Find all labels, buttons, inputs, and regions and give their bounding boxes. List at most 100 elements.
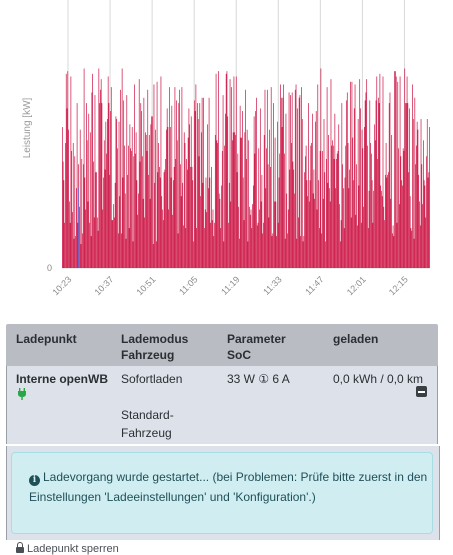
bar xyxy=(73,238,75,268)
bar xyxy=(394,71,395,268)
bar xyxy=(197,119,199,268)
bar xyxy=(380,185,382,268)
bar xyxy=(201,97,203,268)
bar xyxy=(213,236,215,268)
bar xyxy=(148,174,149,268)
bar xyxy=(347,142,349,268)
bar xyxy=(194,111,196,268)
bar xyxy=(157,172,159,268)
bar xyxy=(117,233,119,268)
bar xyxy=(419,201,420,268)
bar xyxy=(207,188,209,268)
bar xyxy=(75,236,76,268)
lock-icon xyxy=(16,542,24,553)
bar xyxy=(249,214,251,268)
bar xyxy=(72,142,74,268)
bar xyxy=(353,180,354,268)
bar xyxy=(208,97,210,268)
bar xyxy=(122,177,124,268)
bar xyxy=(271,236,273,268)
bar xyxy=(190,166,191,268)
bar xyxy=(245,89,246,268)
bar xyxy=(384,220,385,268)
bar xyxy=(301,87,302,269)
bar xyxy=(283,84,284,269)
bar xyxy=(124,193,126,268)
bar xyxy=(282,97,284,268)
bar xyxy=(128,228,130,268)
bar xyxy=(235,135,236,268)
bar xyxy=(62,127,63,269)
bar xyxy=(149,198,151,268)
bar xyxy=(353,108,355,269)
x-tick-label: 11:05 xyxy=(177,274,200,297)
bar xyxy=(88,113,90,268)
bar xyxy=(346,92,348,268)
bar xyxy=(406,76,408,268)
bar xyxy=(221,185,222,268)
bar xyxy=(96,217,98,268)
charging-started-alert: i Ladevorgang wurde gestartet... (bei Pro… xyxy=(11,452,433,534)
bar xyxy=(90,236,92,268)
bar xyxy=(204,209,206,268)
bar xyxy=(84,177,86,268)
bar xyxy=(179,89,180,268)
collapse-icon[interactable] xyxy=(416,386,427,397)
bar xyxy=(175,158,177,268)
bar xyxy=(256,225,258,268)
vehicle-line-1[interactable]: Standard- xyxy=(121,408,174,422)
bar xyxy=(342,164,343,268)
bar xyxy=(351,81,353,268)
header-parameter: Parameter xyxy=(227,332,286,346)
bar xyxy=(360,222,362,268)
bar xyxy=(72,212,73,268)
bar xyxy=(279,153,281,268)
bar xyxy=(292,161,294,268)
bar xyxy=(190,116,192,268)
bar xyxy=(376,76,378,268)
bar xyxy=(425,217,427,268)
charge-mode-value[interactable]: Sofortladen xyxy=(121,372,183,386)
charged-value: 0,0 kWh / 0,0 km xyxy=(333,372,424,386)
bar xyxy=(305,156,306,268)
bar xyxy=(322,150,323,268)
bar xyxy=(308,201,310,268)
bar xyxy=(363,206,364,268)
bar xyxy=(67,71,69,268)
bar xyxy=(200,196,201,268)
bar xyxy=(68,201,70,268)
bar xyxy=(169,87,170,269)
bar xyxy=(123,100,125,268)
bar xyxy=(130,148,132,268)
bar xyxy=(226,71,228,268)
bar xyxy=(82,164,84,268)
bar xyxy=(82,233,83,268)
bar xyxy=(155,129,156,268)
bar xyxy=(357,225,358,268)
bar xyxy=(132,241,134,268)
bar xyxy=(109,174,111,268)
lock-charge-point-toggle[interactable]: Ladepunkt sperren xyxy=(16,542,119,555)
bar xyxy=(98,68,100,268)
bar xyxy=(258,148,260,268)
bar xyxy=(193,100,195,268)
bar xyxy=(87,201,89,268)
bar xyxy=(389,92,391,268)
bar xyxy=(228,182,230,268)
bar xyxy=(172,214,173,268)
bar xyxy=(107,76,109,268)
bar xyxy=(402,148,404,268)
bar xyxy=(275,201,277,268)
bar xyxy=(105,121,107,268)
bar xyxy=(163,172,165,268)
bar xyxy=(336,158,337,268)
bar xyxy=(400,156,402,268)
bar xyxy=(314,198,316,268)
vehicle-line-2[interactable]: Fahrzeug xyxy=(121,426,172,440)
bar xyxy=(135,132,137,268)
bar xyxy=(147,89,149,268)
bar xyxy=(329,188,330,268)
bar xyxy=(311,113,313,268)
bar xyxy=(176,140,178,268)
bar xyxy=(397,81,399,268)
